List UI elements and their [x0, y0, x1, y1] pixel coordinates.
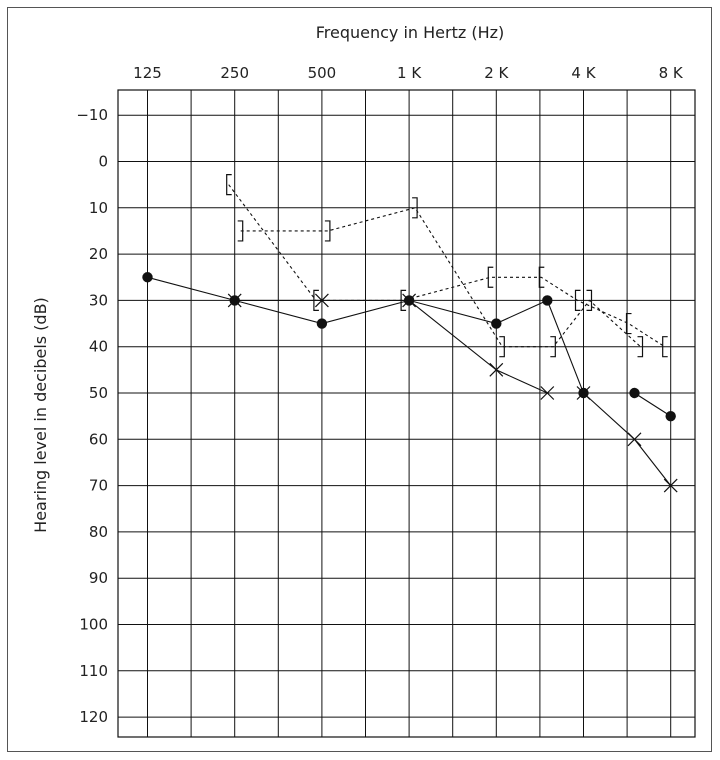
- y-tick-label: 10: [89, 199, 108, 217]
- marker-filled-circle: [316, 318, 328, 329]
- y-tick-label: 70: [89, 477, 108, 495]
- marker-filled-circle: [491, 318, 502, 329]
- marker-filled-circle: [542, 295, 553, 306]
- marker-left-bracket: [662, 336, 668, 358]
- x-tick-label: 4 K: [571, 64, 596, 82]
- x-tick-label: 250: [220, 64, 249, 82]
- y-tick-label: 20: [89, 245, 108, 263]
- y-tick-label: 60: [89, 430, 108, 448]
- y-tick-labels: −10 0 10 20 30 40 50 60 70 80 90 100 110 120: [76, 106, 108, 726]
- marker-right-bracket: [637, 336, 644, 358]
- series-line-right-bracket: [240, 207, 641, 348]
- x-tick-label: 1 K: [397, 64, 422, 82]
- marker-filled-circle: [629, 387, 640, 399]
- y-tick-label: 80: [89, 523, 108, 541]
- y-tick-label: 90: [89, 569, 108, 587]
- x-tick-label: 2 K: [484, 64, 509, 82]
- marker-left-bracket: [574, 289, 581, 311]
- y-tick-label: 40: [89, 338, 108, 356]
- marker-filled-circle: [665, 410, 676, 422]
- marker-right-bracket: [499, 336, 505, 358]
- marker-left-bracket: [313, 289, 319, 311]
- y-tick-label: 0: [98, 153, 108, 171]
- series-markers: [142, 174, 678, 493]
- marker-x-cross: [663, 478, 678, 493]
- marker-x-cross: [627, 432, 642, 447]
- marker-x-cross: [314, 293, 329, 308]
- y-tick-label: 120: [79, 708, 108, 726]
- marker-right-bracket: [324, 220, 331, 242]
- x-tick-label: 125: [133, 64, 162, 82]
- x-tick-label: 8 K: [659, 64, 684, 82]
- marker-x-cross: [576, 386, 591, 400]
- marker-right-bracket: [412, 197, 418, 219]
- x-tick-labels: 125 250 500 1 K 2 K 4 K 8 K: [133, 64, 684, 82]
- y-axis-label: Hearing level in decibels (dB): [31, 297, 50, 533]
- marker-left-bracket: [487, 266, 494, 288]
- marker-right-bracket: [237, 220, 244, 242]
- y-tick-label: 50: [89, 384, 108, 402]
- series-line-x-cross: [234, 299, 672, 486]
- y-tick-label: 100: [79, 616, 108, 634]
- chart-grid: [117, 89, 696, 738]
- marker-x-cross: [227, 293, 242, 308]
- marker-left-bracket: [400, 289, 407, 311]
- chart-title: Frequency in Hertz (Hz): [316, 23, 505, 42]
- marker-right-bracket: [550, 336, 556, 358]
- x-tick-label: 500: [308, 64, 337, 82]
- y-tick-label: 110: [79, 662, 108, 680]
- marker-left-bracket: [538, 266, 545, 288]
- chart-frame: [7, 7, 712, 752]
- marker-x-cross: [402, 293, 417, 308]
- marker-left-bracket: [226, 174, 232, 196]
- marker-right-bracket: [586, 289, 593, 311]
- marker-filled-circle: [142, 272, 153, 283]
- series-line-left-bracket: [228, 184, 665, 348]
- y-tick-label: 30: [89, 291, 108, 309]
- marker-x-cross: [540, 386, 555, 400]
- marker-x-cross: [489, 362, 504, 377]
- marker-left-bracket: [625, 312, 632, 335]
- y-tick-label: −10: [76, 106, 108, 124]
- plot-border: [117, 89, 696, 738]
